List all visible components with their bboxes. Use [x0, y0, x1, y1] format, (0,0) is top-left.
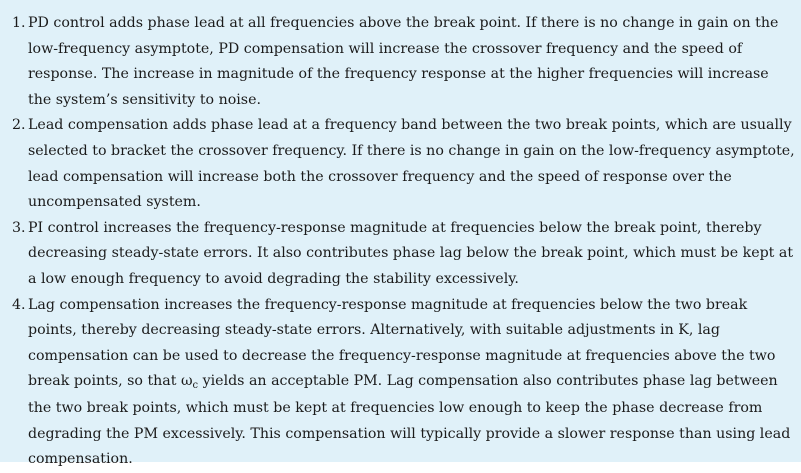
item-text: PD control adds phase lead at all freque…: [28, 15, 779, 108]
omega-subscript: c: [192, 380, 199, 392]
item-number: 4.: [12, 296, 26, 313]
item-text: PI control increases the frequency-respo…: [28, 219, 794, 287]
list-item-4: 4. Lag compensation increases the freque…: [12, 293, 795, 473]
item-text: Lag compensation increases the frequency…: [28, 293, 795, 473]
item-text: Lead compensation adds phase lead at a f…: [28, 117, 795, 211]
item-number: 1.: [12, 15, 26, 31]
item-number: 2.: [12, 117, 26, 134]
list-item-3: 3. PI control increases the frequency-re…: [12, 216, 795, 293]
list-item-1: 1. PD control adds phase lead at all fre…: [12, 11, 795, 113]
list-item-2: 2. Lead compensation adds phase lead at …: [12, 113, 795, 215]
item-text-part: Lag compensation increases the frequency…: [28, 296, 776, 390]
item-number: 3.: [12, 219, 26, 236]
